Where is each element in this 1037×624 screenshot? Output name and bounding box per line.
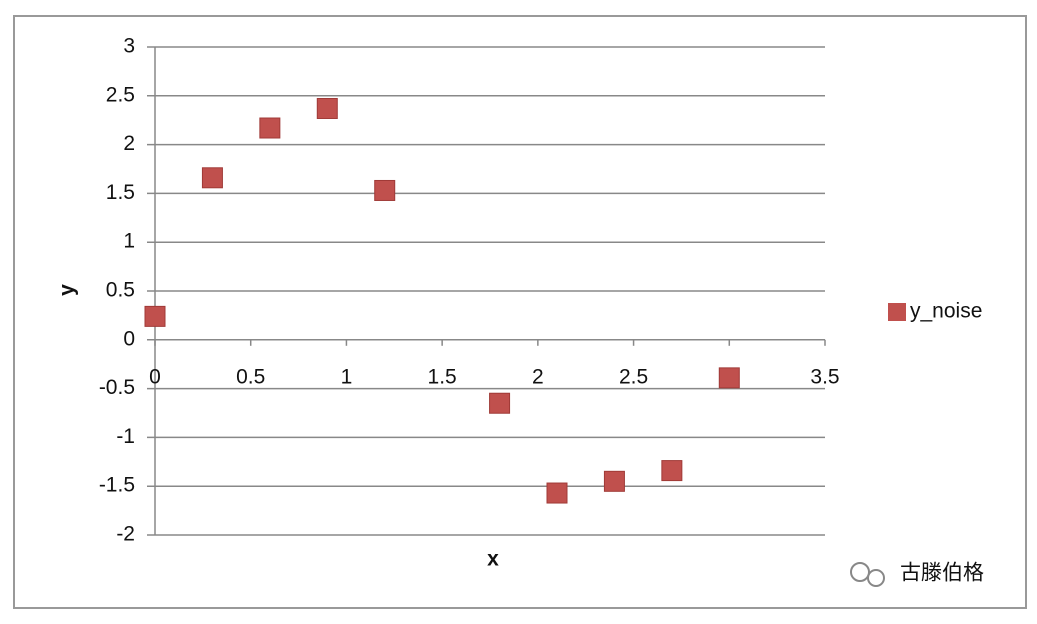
x-tick-label: 0 [149,365,161,388]
marker [144,305,166,327]
marker [546,482,568,504]
x-axis-label: x [487,548,499,571]
x-tick-label: 2.5 [619,365,648,388]
y-tick-label: 0 [123,327,135,350]
marker [489,392,511,414]
y-tick-label: -2 [116,523,135,546]
marker [316,97,338,119]
marker [201,167,223,189]
x-tick-label: 1.5 [428,365,457,388]
y-tick-label: 0.5 [106,279,135,302]
y-tick-label: 2 [123,132,135,155]
marker [718,367,740,389]
y-tick-label: -1.5 [99,474,135,497]
chart-border [13,15,1027,609]
x-tick-label: 3.5 [810,365,839,388]
y-tick-label: 2.5 [106,83,135,106]
x-tick-label: 2 [532,365,544,388]
y-tick-label: -1 [116,425,135,448]
marker [259,117,281,139]
y-axis-label: y [56,284,79,296]
watermark: 古滕伯格 [900,562,984,585]
y-tick-label: 1 [123,230,135,253]
marker [661,460,683,482]
y-tick-label: 1.5 [106,181,135,204]
x-tick-label: 0.5 [236,365,265,388]
legend-label: y_noise [910,300,982,323]
watermark-icon [850,562,885,587]
y-tick-label: 3 [123,35,135,58]
y-tick-label: -0.5 [99,376,135,399]
marker [374,179,396,201]
legend-swatch [888,303,906,321]
marker [603,470,625,492]
x-tick-label: 1 [341,365,353,388]
